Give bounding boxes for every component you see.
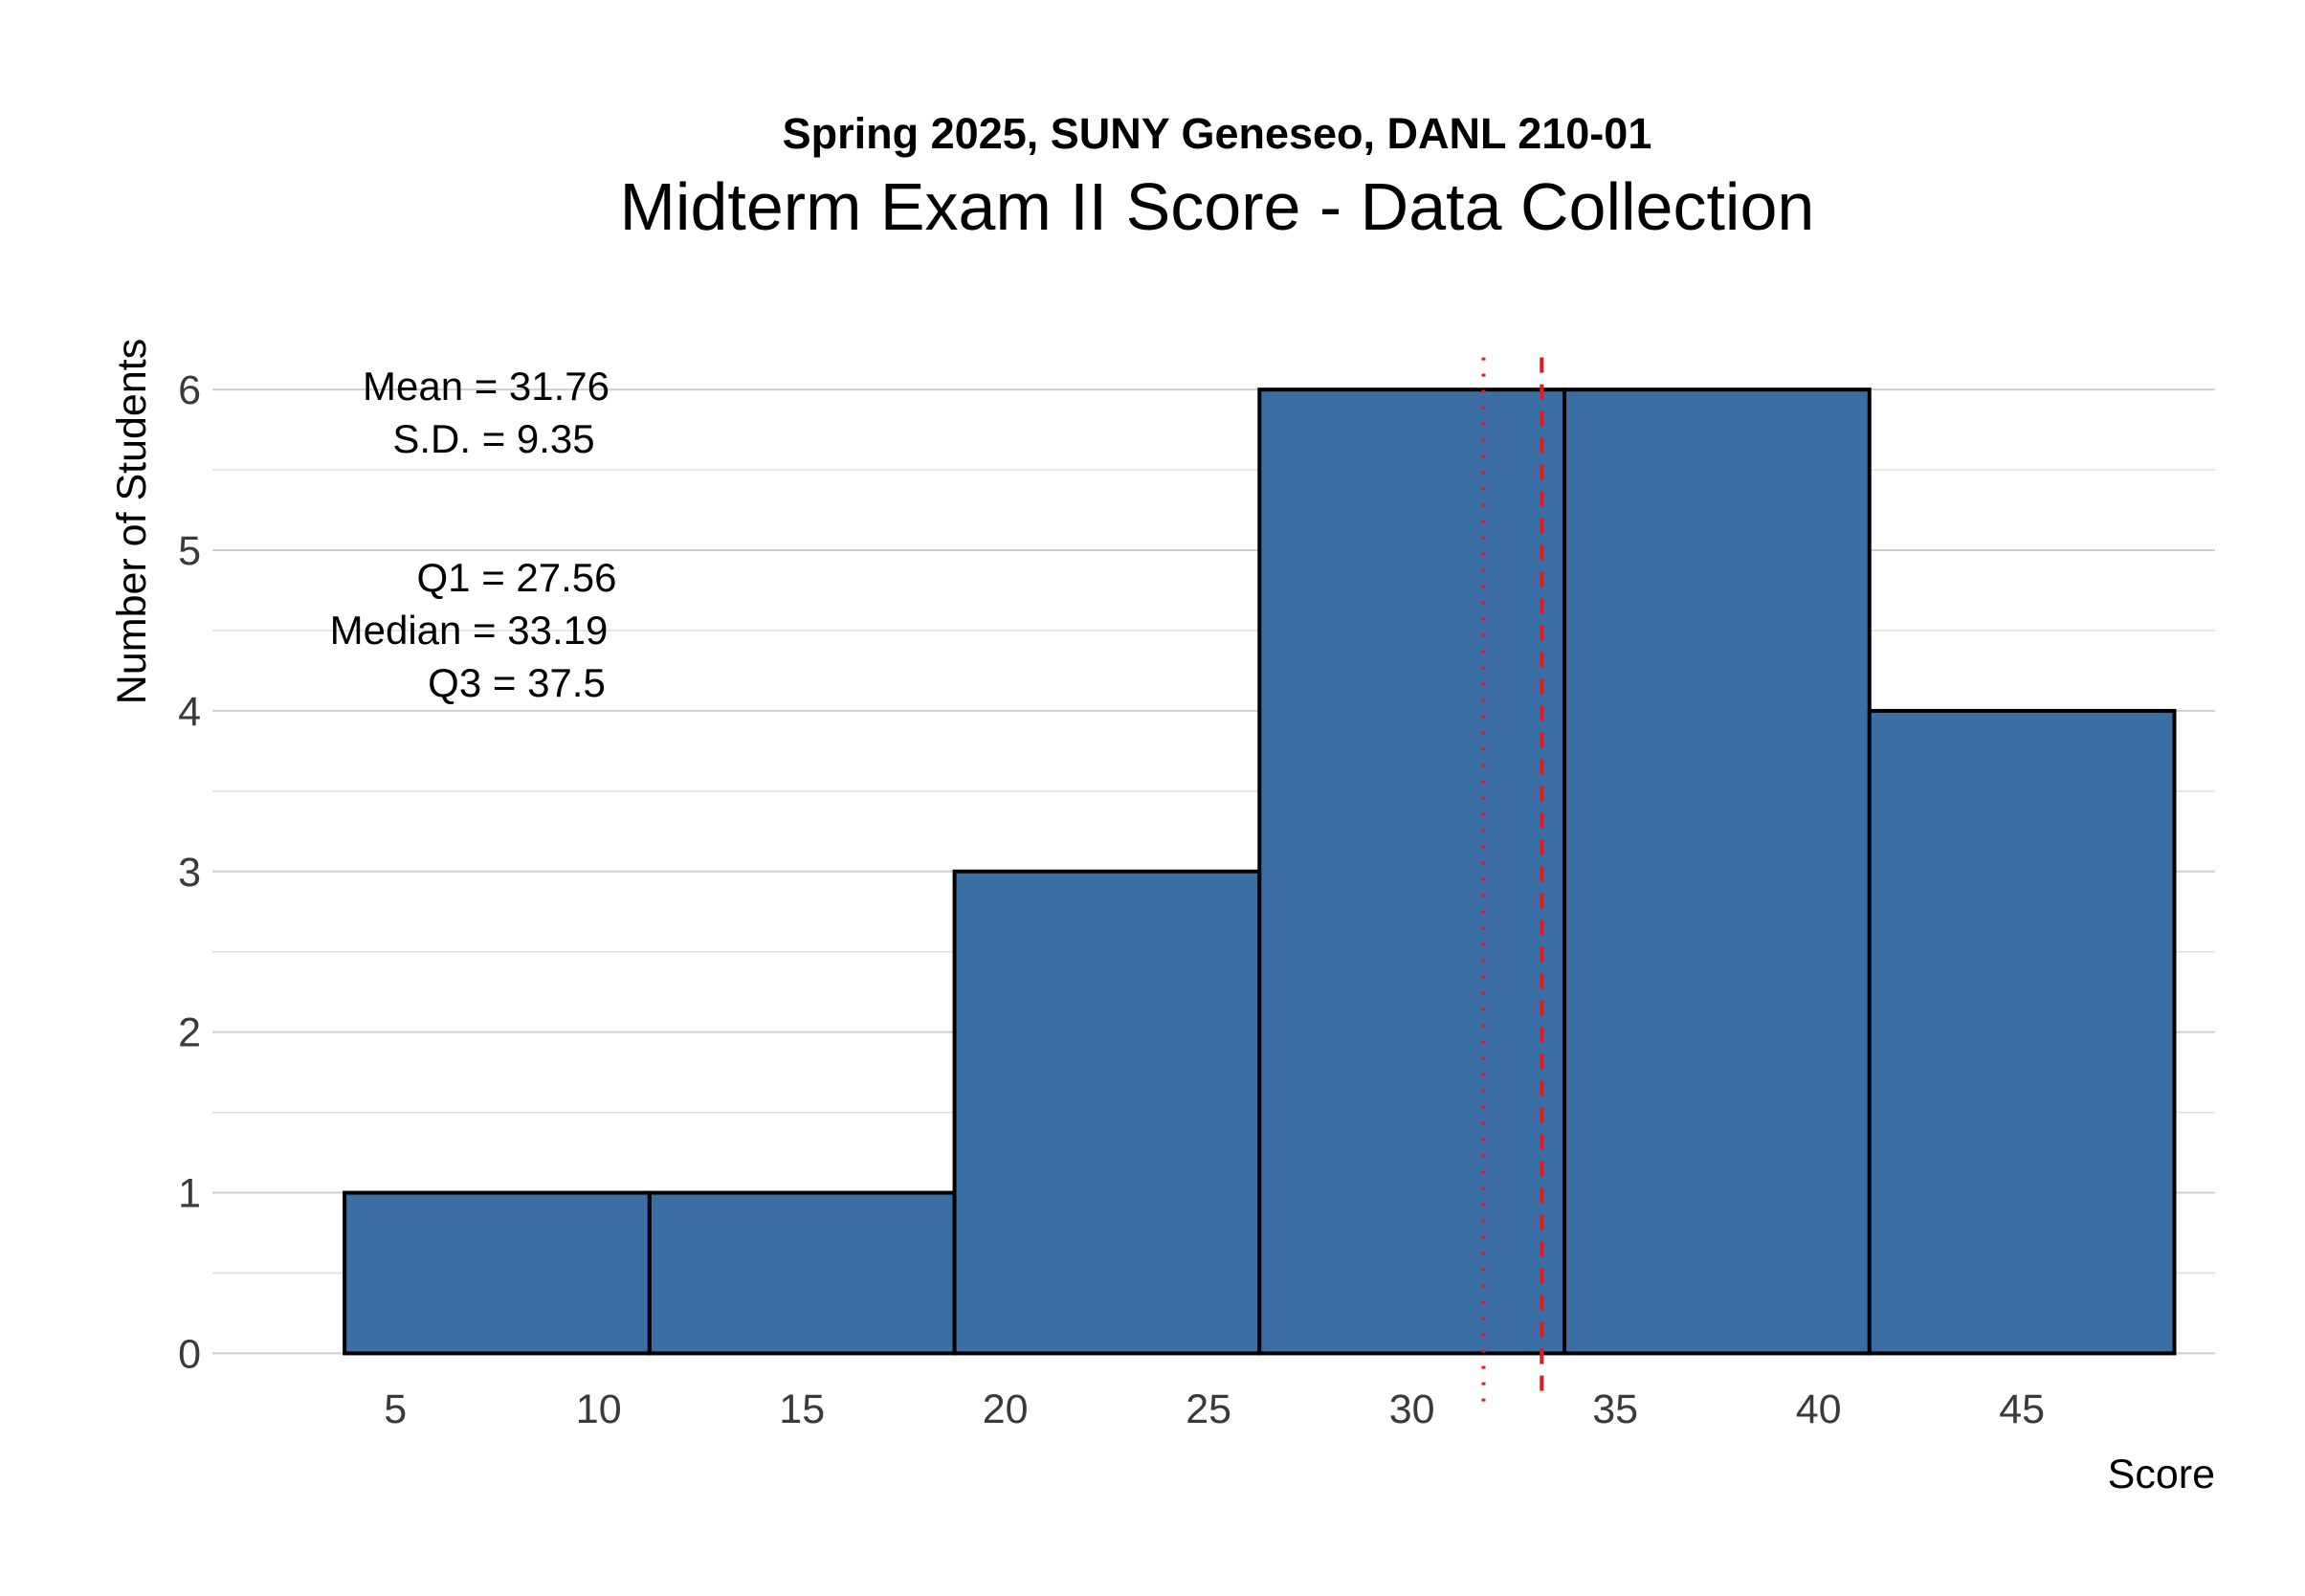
y-tick-label: 5 <box>178 528 201 574</box>
histogram-bar <box>343 1190 652 1356</box>
x-tick-label: 30 <box>1389 1386 1435 1432</box>
annotation-sd: S.D. = 9.35 <box>392 416 594 461</box>
annotation-mean: Mean = 31.76 <box>363 364 609 409</box>
x-axis-label: Score <box>2108 1452 2215 1497</box>
chart-subtitle: Spring 2025, SUNY Geneseo, DANL 210-01 <box>783 109 1652 158</box>
x-tick-label: 5 <box>384 1386 407 1432</box>
x-tick-label: 20 <box>983 1386 1029 1432</box>
annotation-q3: Q3 = 37.5 <box>428 660 606 705</box>
y-axis-ticks: 0 1 2 3 4 5 6 <box>178 367 201 1377</box>
x-axis-ticks: 5 10 15 20 25 30 35 40 45 <box>384 1386 2045 1432</box>
annotation-median: Median = 33.19 <box>330 608 609 653</box>
summary-annotations: Mean = 31.76 S.D. = 9.35 Q1 = 27.56 Medi… <box>330 364 617 705</box>
y-tick-label: 3 <box>178 850 201 896</box>
annotation-q1: Q1 = 27.56 <box>417 555 617 600</box>
x-tick-label: 45 <box>1999 1386 2045 1432</box>
y-axis-label: Number of Students <box>109 339 155 704</box>
histogram-bar <box>1563 388 1872 1356</box>
histogram-bar <box>952 869 1262 1356</box>
x-tick-label: 35 <box>1592 1386 1638 1432</box>
y-tick-label: 6 <box>178 367 201 413</box>
y-tick-label: 2 <box>178 1010 201 1056</box>
y-tick-label: 0 <box>178 1331 201 1377</box>
histogram-bar <box>647 1190 957 1356</box>
y-tick-label: 4 <box>178 689 201 735</box>
x-tick-label: 25 <box>1186 1386 1231 1432</box>
x-tick-label: 10 <box>576 1386 622 1432</box>
chart-title: Midterm Exam II Score - Data Collection <box>620 169 1815 244</box>
x-tick-label: 40 <box>1796 1386 1842 1432</box>
x-tick-label: 15 <box>779 1386 825 1432</box>
histogram-bar <box>1257 388 1567 1356</box>
reference-lines <box>1481 357 1544 1402</box>
histogram-bars <box>343 388 2177 1356</box>
histogram-bar <box>1867 708 2177 1356</box>
y-tick-label: 1 <box>178 1171 201 1217</box>
